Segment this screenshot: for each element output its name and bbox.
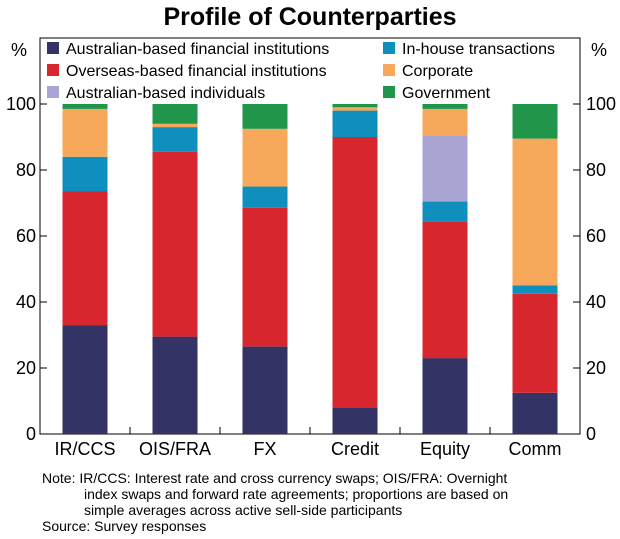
bar-segment-ois-fra-series-2 (152, 127, 198, 152)
y-tick-label-left: 100 (6, 94, 36, 114)
bar-segment-equity-series-2 (422, 201, 468, 222)
bar-segment-fx-series-1 (242, 207, 288, 347)
y-tick-label-left: 0 (26, 424, 36, 444)
legend-label: Australian-based individuals (66, 85, 265, 102)
bar-segment-equity-series-5 (422, 104, 468, 109)
bar-segment-fx-series-5 (242, 104, 288, 129)
legend: Australian-based financial institutions I… (47, 41, 555, 102)
bars-layer (62, 104, 558, 435)
bar-segment-comm-series-0 (512, 392, 558, 435)
bar-segment-credit-series-2 (332, 110, 378, 137)
x-tick-label: FX (253, 439, 276, 459)
chart-title: Profile of Counterparties (163, 3, 456, 31)
y-tick-label-right: 20 (586, 358, 606, 378)
bar-segment-fx-series-4 (242, 128, 288, 187)
chart-notes: Note: IR/CCS: Interest rate and cross cu… (42, 470, 612, 534)
legend-swatch (383, 64, 395, 76)
bar-segment-equity-series-4 (422, 108, 468, 136)
legend-swatch (383, 42, 395, 54)
legend-label: Overseas-based financial institutions (66, 63, 327, 80)
legend-label: Australian-based financial institutions (66, 41, 329, 58)
bar-segment-credit-series-5 (332, 104, 378, 108)
y-tick-label-right: 60 (586, 226, 606, 246)
note-line-2: index swaps and forward rate agreements;… (84, 486, 509, 502)
bar-segment-fx-series-2 (242, 186, 288, 208)
y-tick-label-left: 20 (16, 358, 36, 378)
y-tick-label-right: 100 (586, 94, 616, 114)
x-tick-label: IR/CCS (54, 439, 115, 459)
source-line: Source: Survey responses (42, 518, 207, 534)
bar-segment-equity-series-0 (422, 358, 468, 434)
legend-swatch (47, 64, 59, 76)
y-tick-label-right: 80 (586, 160, 606, 180)
axes-layer: 0 0 20 20 40 40 60 60 80 80 100 100 IR/CCS OIS/FRA FX C… (6, 94, 616, 459)
bar-segment-credit-series-0 (332, 407, 378, 434)
legend-swatch (47, 86, 59, 98)
note-line-1: Note: IR/CCS: Interest rate and cross cu… (42, 470, 508, 486)
note-line-3: simple averages across active sell-side … (84, 502, 403, 518)
bar-segment-equity-series-3 (422, 135, 468, 202)
bar-segment-ir-ccs-series-2 (62, 156, 108, 192)
y-tick-label-right: 0 (586, 424, 596, 444)
bar-segment-ir-ccs-series-0 (62, 325, 108, 434)
legend-label: In-house transactions (402, 41, 555, 58)
x-tick-label: Comm (509, 439, 562, 459)
bar-segment-ir-ccs-series-5 (62, 104, 108, 109)
x-tick-label: Equity (420, 439, 470, 459)
bar-segment-credit-series-4 (332, 107, 378, 111)
y-tick-label-left: 80 (16, 160, 36, 180)
bar-segment-ois-fra-series-1 (152, 151, 198, 337)
bar-segment-equity-series-1 (422, 221, 468, 359)
bar-segment-ir-ccs-series-4 (62, 108, 108, 157)
bar-segment-ois-fra-series-5 (152, 104, 198, 124)
x-tick-label: OIS/FRA (139, 439, 211, 459)
bar-segment-ois-fra-series-0 (152, 336, 198, 434)
x-tick-label: Credit (331, 439, 379, 459)
bar-segment-credit-series-1 (332, 137, 378, 408)
bar-segment-comm-series-4 (512, 138, 558, 286)
bar-segment-comm-series-5 (512, 104, 558, 139)
bar-segment-fx-series-0 (242, 346, 288, 434)
y-tick-label-left: 40 (16, 292, 36, 312)
y-axis-unit-right: % (591, 40, 607, 60)
y-tick-label-right: 40 (586, 292, 606, 312)
legend-label: Corporate (402, 63, 473, 80)
bar-segment-ois-fra-series-4 (152, 123, 198, 128)
legend-swatch (383, 86, 395, 98)
legend-swatch (47, 42, 59, 54)
y-axis-unit-left: % (11, 40, 27, 60)
bar-segment-comm-series-1 (512, 293, 558, 393)
bar-segment-comm-series-2 (512, 285, 558, 294)
legend-label: Government (402, 85, 491, 102)
y-tick-label-left: 60 (16, 226, 36, 246)
bar-segment-ir-ccs-series-1 (62, 191, 108, 326)
